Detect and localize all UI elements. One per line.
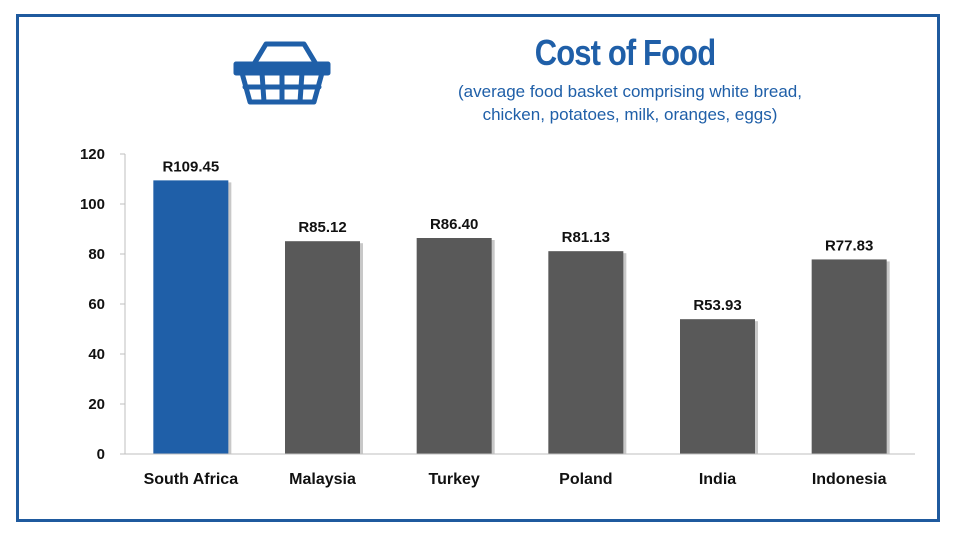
bar-value-label: R81.13 [562, 229, 610, 246]
y-tick-label: 100 [80, 196, 105, 213]
bar-value-label: R77.83 [825, 237, 873, 254]
chart-title: Cost of Food [534, 32, 716, 73]
y-axis: 0 20 40 60 80 100 120 [80, 146, 126, 463]
y-tick-label: 40 [88, 346, 105, 363]
bar [548, 251, 624, 454]
y-tick-label: 20 [88, 396, 105, 413]
bar [153, 180, 229, 454]
bar-value-label: R85.12 [298, 219, 346, 236]
subtitle-line-1: (average food basket comprising white br… [458, 82, 802, 101]
bar [680, 319, 755, 454]
x-category-label: India [699, 471, 736, 488]
y-tick-label: 80 [88, 246, 105, 263]
chart-subtitle: (average food basket comprising white br… [340, 80, 920, 126]
x-category-label: Turkey [429, 471, 480, 488]
bar-value-label: R53.93 [693, 297, 741, 314]
y-tick-label: 120 [80, 146, 105, 163]
bars [153, 180, 890, 454]
bar [285, 241, 360, 454]
y-tick-label: 0 [97, 446, 105, 463]
bar [416, 238, 492, 454]
x-category-label: Indonesia [812, 471, 887, 488]
bar-value-label: R86.40 [430, 216, 478, 233]
x-axis: South Africa Malaysia Turkey Poland India Ind… [125, 453, 915, 488]
x-category-label: Malaysia [289, 471, 356, 488]
shopping-basket-icon [233, 41, 331, 105]
y-tick-label: 60 [88, 296, 105, 313]
subtitle-line-2: chicken, potatoes, milk, oranges, eggs) [482, 105, 778, 124]
x-category-label: Poland [559, 471, 612, 488]
bar-value-label: R109.45 [162, 158, 219, 175]
x-category-label: South Africa [144, 471, 239, 488]
bar [811, 259, 887, 454]
data-labels: R109.45 R85.12 R86.40 R81.13 R53.93 R77.83 [162, 158, 873, 314]
